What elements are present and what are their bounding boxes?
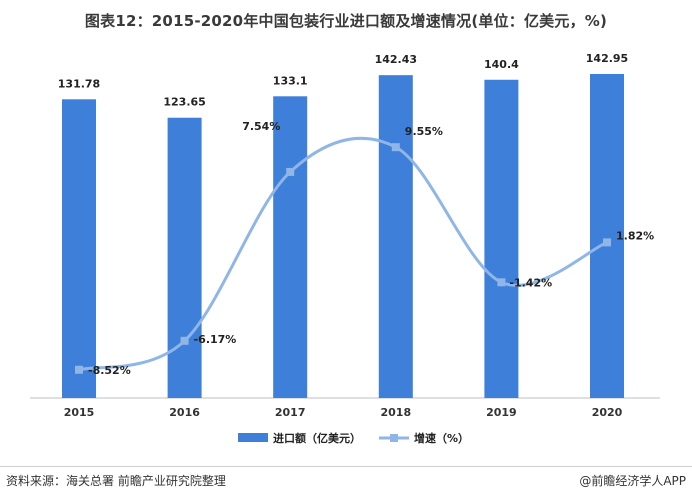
bar-2017 [273,96,308,398]
bar-series: 131.78 123.65 133.1 142.43 140.4 142.95 [58,52,628,399]
bar-label-2018: 142.43 [375,53,417,66]
growth-point-2016 [180,336,189,345]
growth-point-2015 [75,365,83,374]
legend-label-growth: 增速（%） [414,431,469,445]
x-tick-2016: 2016 [169,406,200,419]
x-tick-2017: 2017 [275,406,306,419]
chart-title: 图表12：2015-2020年中国包装行业进口额及增速情况(单位：亿美元，%) [84,12,608,30]
growth-point-2019 [497,278,506,287]
bar-label-2020: 142.95 [586,52,628,65]
growth-point-2017 [286,167,295,176]
bar-2020 [590,73,624,398]
growth-label-2019: -1.42% [509,276,552,289]
bar-label-2016: 123.65 [163,96,205,109]
x-tick-2020: 2020 [592,406,623,419]
growth-line-series: -8.52% -6.17% 7.54% 9.55% -1.42% 1.82% [75,120,654,377]
growth-line [78,136,608,372]
brand-credit: @前瞻经济学人APP [579,474,686,488]
bar-label-2019: 140.4 [484,58,519,71]
x-tick-2019: 2019 [486,406,517,419]
bar-2019 [484,79,519,398]
legend-marker-growth [390,434,398,442]
bar-2018 [378,75,413,399]
x-tick-2018: 2018 [380,406,411,419]
growth-label-2020: 1.82% [616,229,654,242]
bar-label-2015: 131.78 [58,77,100,90]
growth-point-2020 [603,238,611,247]
growth-label-2016: -6.17% [194,333,237,346]
footer-divider [0,466,692,467]
growth-label-2015: -8.52% [88,364,131,377]
growth-point-2018 [391,143,400,152]
bar-label-2017: 133.1 [273,74,308,87]
legend-swatch-import [238,433,268,442]
growth-label-2017: 7.54% [242,120,280,133]
growth-label-2018: 9.55% [405,125,443,138]
legend: 进口额（亿美元） 增速（%） [238,431,469,445]
x-tick-2015: 2015 [64,406,95,419]
bar-2016 [167,117,202,398]
legend-label-import: 进口额（亿美元） [273,431,361,445]
source-note: 资料来源：海关总署 前瞻产业研究院整理 [6,474,226,488]
bar-2015 [62,99,96,398]
x-axis-ticks: 2015 2016 2017 2018 2019 2020 [64,406,623,419]
